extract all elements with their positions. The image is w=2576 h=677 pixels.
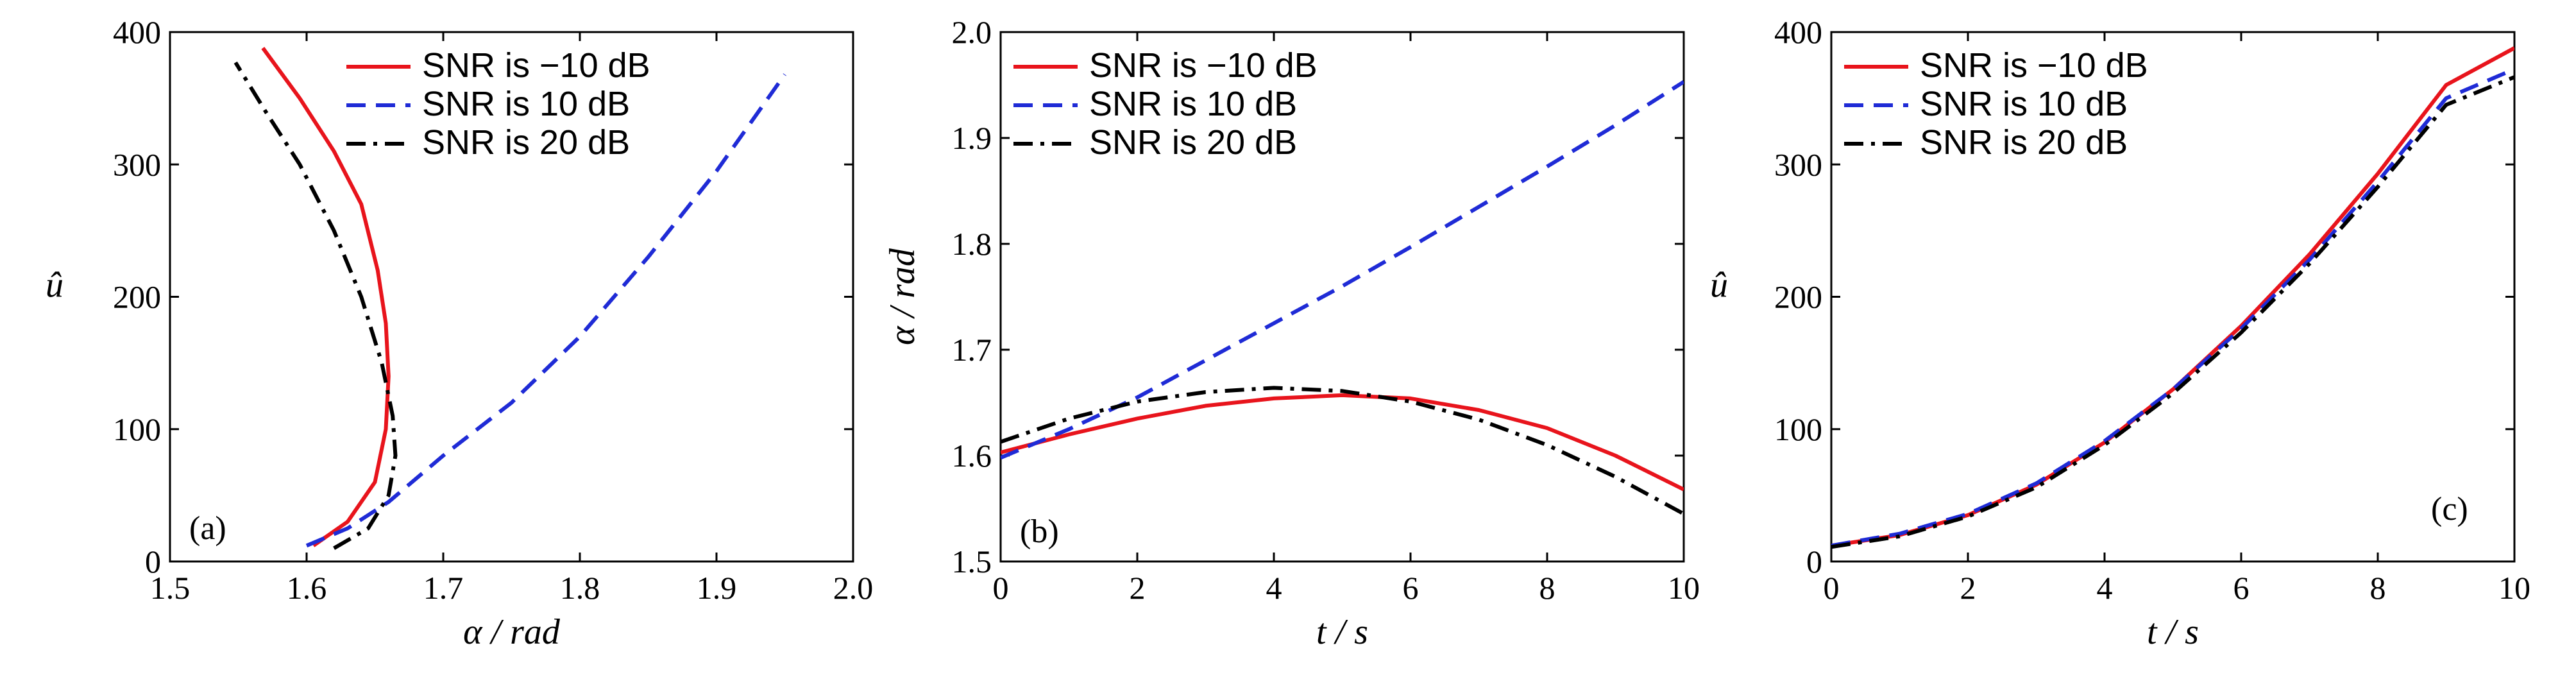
series-line-2 [305, 73, 786, 548]
y-tick-label: 200 [1774, 279, 1822, 315]
series-line-3 [1001, 386, 1684, 516]
x-tick-label: 1.9 [697, 570, 737, 606]
x-tick-label: 2 [1130, 570, 1146, 606]
chart-panel-2: 0 2 4 6 8 10 1.5 1.6 1.7 1.8 1.9 2.0 t / s α / rad SNR… [883, 14, 1700, 652]
x-tick-label: 8 [2370, 570, 2386, 606]
legend-label: SNR is −10 dB [422, 46, 650, 85]
y-axis-label: û [1710, 266, 1728, 305]
series-line-3 [1831, 75, 2514, 549]
x-tick-label: 8 [1539, 570, 1555, 606]
legend-label: SNR is 10 dB [1920, 85, 2128, 123]
x-tick-label: 10 [1668, 570, 1700, 606]
x-tick-label: 6 [2233, 570, 2250, 606]
legend-label: SNR is −10 dB [1089, 46, 1318, 85]
y-tick-label: 100 [1774, 411, 1822, 447]
panel-label: (c) [2431, 491, 2468, 527]
x-tick-label: 0 [1824, 570, 1840, 606]
plot-frame [999, 31, 1685, 563]
legend-label: SNR is 10 dB [422, 85, 630, 123]
y-tick-label: 1.6 [952, 438, 992, 474]
chart-panel-1: 1.5 1.6 1.7 1.8 1.9 2.0 0 100 200 300 400 α / rad û S… [46, 14, 873, 652]
legend-label: SNR is 20 dB [422, 123, 630, 162]
y-tick-label: 300 [1774, 146, 1822, 182]
legend-label: SNR is 10 dB [1089, 85, 1297, 123]
series-group [233, 47, 786, 550]
y-axis-label: α / rad [883, 248, 922, 345]
y-tick-label: 400 [113, 14, 161, 50]
panel-label: (b) [1020, 513, 1059, 550]
series-line-2 [1831, 67, 2514, 548]
y-tick-label: 100 [113, 411, 161, 447]
x-tick-label: 1.5 [150, 570, 191, 606]
x-tick-label: 0 [993, 570, 1009, 606]
y-tick-label: 1.8 [952, 226, 992, 262]
legend-label: SNR is −10 dB [1920, 46, 2148, 85]
x-tick-label: 4 [1266, 570, 1282, 606]
y-tick-label: 0 [1806, 544, 1822, 579]
legend-label: SNR is 20 dB [1089, 123, 1297, 162]
x-tick-label: 2 [1960, 570, 1976, 606]
series-line-1 [1001, 393, 1684, 492]
x-tick-label: 1.6 [287, 570, 327, 606]
y-tick-label: 1.9 [952, 120, 992, 156]
y-tick-label: 400 [1774, 14, 1822, 50]
y-axis-label: û [46, 266, 64, 305]
y-tick-label: 0 [145, 544, 161, 579]
legend-label: SNR is 20 dB [1920, 123, 2128, 162]
y-tick-label: 1.5 [952, 544, 992, 579]
panel-label: (a) [189, 510, 226, 547]
x-axis-label: α / rad [463, 612, 561, 652]
series-line-3 [233, 61, 398, 550]
y-tick-label: 200 [113, 279, 161, 315]
x-axis-label: t / s [2147, 612, 2199, 652]
x-tick-label: 2.0 [833, 570, 874, 606]
x-tick-label: 1.8 [560, 570, 600, 606]
series-group [1001, 80, 1684, 516]
x-axis-label: t / s [1316, 612, 1368, 652]
y-tick-label: 2.0 [952, 14, 992, 50]
series-group [1831, 46, 2514, 549]
x-tick-label: 1.7 [423, 570, 464, 606]
series-line-1 [261, 47, 391, 547]
x-tick-label: 6 [1403, 570, 1419, 606]
y-tick-label: 1.7 [952, 332, 992, 368]
x-tick-label: 10 [2498, 570, 2530, 606]
x-tick-label: 4 [2097, 570, 2113, 606]
y-tick-label: 300 [113, 146, 161, 182]
